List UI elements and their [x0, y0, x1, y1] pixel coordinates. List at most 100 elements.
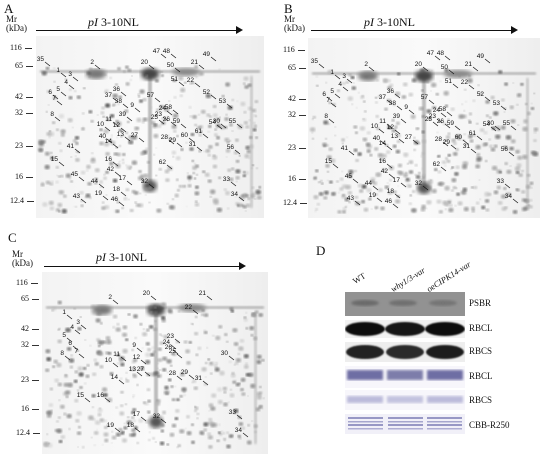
spot-label: 31 — [463, 143, 471, 150]
mr-tick: 16 — [21, 404, 39, 413]
spot-label: 12 — [387, 124, 395, 131]
spot-label: 46 — [111, 196, 119, 203]
spot-62: 62 — [433, 161, 447, 172]
spot-21: 21 — [465, 61, 479, 72]
spot-label: 19 — [369, 192, 377, 199]
spot-label: 51 — [171, 76, 179, 83]
spot-6: 6 — [68, 340, 79, 351]
spot-18: 18 — [127, 422, 141, 433]
spot-5: 5 — [56, 86, 67, 97]
spot-44: 44 — [365, 180, 379, 191]
spot-label: 9 — [404, 104, 408, 111]
spot-34: 34 — [231, 191, 245, 202]
spot-2: 2 — [108, 294, 119, 305]
spot-30: 30 — [487, 120, 501, 131]
spot-25: 25 — [425, 116, 439, 127]
spot-41: 41 — [341, 145, 355, 156]
spot-36: 36 — [387, 88, 401, 99]
spot-label: 26 — [165, 344, 173, 351]
spot-label: 18 — [113, 186, 121, 193]
ph-range: 3-10NL — [377, 15, 415, 29]
pi-symbol: pI — [364, 15, 374, 29]
spot-label: 28 — [169, 370, 177, 377]
spot-53: 53 — [219, 98, 233, 109]
spot-12: 12 — [113, 122, 127, 133]
spot-label: 15 — [77, 392, 85, 399]
panel-letter-b: B — [284, 1, 293, 16]
spot-17: 17 — [393, 177, 407, 188]
spot-49: 49 — [477, 53, 491, 64]
spot-label: 12 — [133, 354, 141, 361]
spot-21: 21 — [191, 59, 205, 70]
spot-4: 4 — [338, 81, 349, 92]
spot-label: 11 — [105, 116, 112, 123]
spot-16: 16 — [379, 158, 393, 169]
spot-23: 23 — [429, 113, 443, 124]
mr-tick: 116 — [10, 43, 32, 52]
spot-52: 52 — [477, 91, 491, 102]
spot-59: 59 — [173, 118, 187, 129]
spot-label: 2 — [364, 61, 368, 68]
spot-1: 1 — [56, 67, 67, 78]
spot-6: 6 — [322, 91, 333, 102]
spot-label: 58 — [439, 106, 447, 113]
spot-label: 3 — [342, 73, 346, 80]
spot-24: 24 — [163, 339, 177, 350]
spot-19: 19 — [369, 192, 383, 203]
spot-35: 35 — [311, 58, 325, 69]
spot-label: 34 — [231, 191, 239, 198]
spot-label: 30 — [221, 350, 229, 357]
lane-label-oecipk14: oeCIPK14-var — [424, 258, 473, 294]
spot-label: 60 — [455, 134, 463, 141]
spot-label: 42 — [107, 166, 115, 173]
spot-label: 7 — [52, 95, 56, 102]
spot-58: 58 — [439, 106, 453, 117]
spot-label: 10 — [105, 357, 113, 364]
spot-15: 15 — [51, 156, 65, 167]
spot-61: 61 — [469, 130, 483, 141]
spot-54: 54 — [209, 119, 223, 130]
spot-44: 44 — [91, 178, 105, 189]
spot-label: 22 — [185, 304, 193, 311]
spot-43: 43 — [347, 195, 361, 206]
spot-label: 50 — [167, 62, 175, 69]
spot-label: 16 — [379, 158, 387, 165]
spot-label: 4 — [70, 324, 74, 331]
spot-29: 29 — [181, 369, 195, 380]
spot-label: 17 — [393, 177, 401, 184]
spot-24: 24 — [159, 105, 173, 116]
ph-gradient-arrow — [44, 266, 239, 267]
spot-label: 19 — [95, 190, 103, 197]
spot-26: 26 — [163, 116, 177, 127]
spot-39: 39 — [393, 113, 407, 124]
spot-38: 38 — [389, 100, 403, 111]
spot-label: 22 — [187, 77, 195, 84]
spot-label: 7 — [326, 97, 330, 104]
spot-label: 11 — [379, 118, 386, 125]
pi-symbol: pI — [96, 250, 106, 264]
spot-8: 8 — [50, 111, 61, 122]
ph-gradient-label: pI 3-10NL — [88, 15, 139, 30]
spot-label: 4 — [64, 79, 68, 86]
spot-50: 50 — [441, 64, 455, 75]
spot-42: 42 — [381, 168, 395, 179]
row-label-rbcl-cbb: RBCL — [469, 371, 493, 381]
ph-gradient-arrow — [36, 30, 236, 31]
spot-label: 61 — [195, 128, 203, 135]
spot-label: 25 — [425, 116, 433, 123]
spot-label: 6 — [322, 91, 326, 98]
spot-label: 14 — [111, 374, 119, 381]
spot-label: 52 — [477, 91, 485, 98]
spot-37: 37 — [379, 94, 393, 105]
spot-label: 14 — [379, 140, 387, 147]
spot-7: 7 — [74, 348, 85, 359]
spot-label: 55 — [229, 118, 237, 125]
spot-label: 27 — [137, 366, 145, 373]
spot-label: 37 — [105, 92, 113, 99]
spot-label: 30 — [213, 118, 221, 125]
spot-13: 13 — [391, 133, 405, 144]
spot-label: 53 — [219, 98, 227, 105]
mr-tick: 65 — [21, 294, 39, 303]
spot-label: 2 — [90, 59, 94, 66]
spot-label: 8 — [60, 350, 64, 357]
